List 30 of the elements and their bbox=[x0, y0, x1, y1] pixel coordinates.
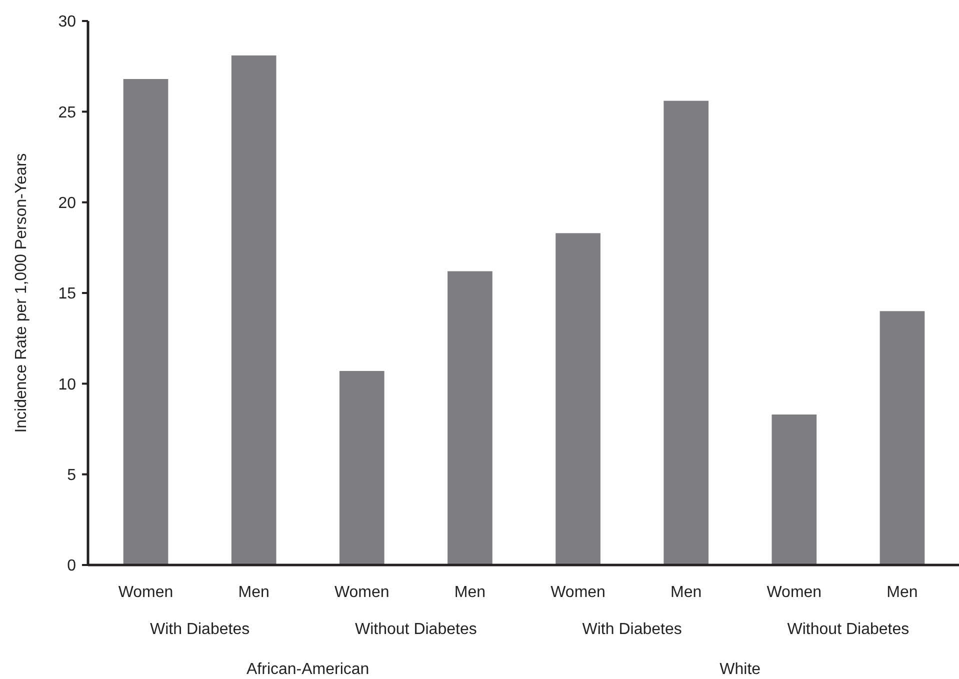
y-tick-label: 20 bbox=[58, 194, 76, 212]
y-axis-title: Incidence Rate per 1,000 Person-Years bbox=[13, 153, 30, 433]
y-tick-label: 25 bbox=[58, 104, 76, 122]
text: African-American bbox=[246, 661, 370, 678]
x-tick-label: Men bbox=[238, 584, 270, 601]
y-tick-label: 15 bbox=[58, 286, 76, 303]
x-tick-label: Men bbox=[670, 584, 702, 601]
text: Without Diabetes bbox=[787, 621, 910, 638]
bar bbox=[556, 233, 600, 565]
bar bbox=[772, 414, 817, 565]
bar bbox=[123, 79, 168, 565]
text: With Diabetes bbox=[150, 621, 250, 638]
bar bbox=[339, 370, 384, 565]
bar bbox=[448, 271, 492, 565]
y-tick-label: 0 bbox=[67, 558, 76, 575]
x-tick-label: Women bbox=[118, 584, 174, 601]
text: White bbox=[720, 661, 761, 678]
text: Without Diabetes bbox=[355, 621, 477, 638]
bar bbox=[880, 311, 925, 565]
bar bbox=[231, 55, 276, 565]
y-tick-label: 30 bbox=[58, 14, 76, 31]
text: With Diabetes bbox=[582, 621, 682, 638]
y-tick-label: 5 bbox=[67, 466, 76, 484]
x-tick-label: Men bbox=[886, 584, 918, 601]
x-tick-label: Women bbox=[550, 584, 606, 601]
y-tick-label: 10 bbox=[58, 376, 76, 394]
x-tick-label: Men bbox=[454, 584, 486, 601]
x-tick-label: Women bbox=[766, 584, 822, 601]
bar bbox=[664, 100, 709, 565]
x-tick-label: Women bbox=[334, 584, 390, 601]
